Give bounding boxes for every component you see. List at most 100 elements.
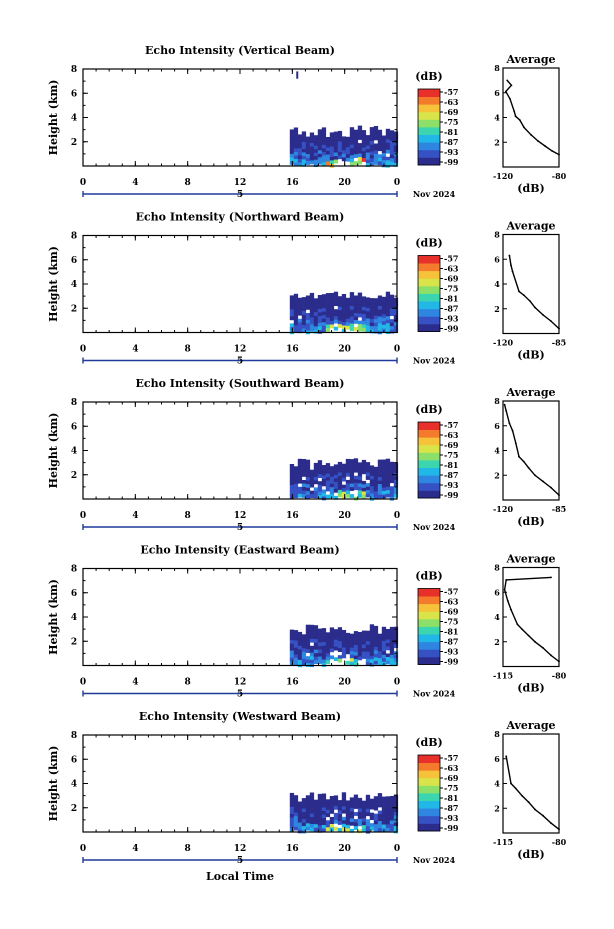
- heatmap-cell: [349, 818, 355, 823]
- heatmap-cell: [369, 655, 375, 660]
- heatmap-cell: [365, 472, 371, 477]
- heatmap-cell: [373, 326, 379, 330]
- heatmap-cell: [353, 458, 359, 463]
- heatmap-cell: [321, 151, 327, 156]
- heatmap-cell: [393, 658, 399, 662]
- heatmap-cell: [289, 464, 295, 468]
- heatmap-cell: [333, 312, 339, 317]
- heatmap-cell: [293, 145, 299, 149]
- heatmap-cell: [289, 150, 295, 155]
- day-label: 5: [237, 190, 243, 200]
- heatmap-cell: [345, 322, 351, 327]
- date-label: Nov 2024: [413, 356, 456, 366]
- heatmap-cell: [341, 136, 347, 141]
- heatmap-cell: [373, 315, 379, 320]
- heatmap-cell: [329, 627, 335, 632]
- heatmap-cell: [293, 138, 299, 142]
- heatmap-cell: [317, 136, 323, 141]
- heatmap-cell: [381, 654, 387, 659]
- heatmap-cell: [373, 301, 379, 306]
- heatmap-cell: [365, 826, 371, 831]
- heatmap-cell: [349, 811, 355, 816]
- heatmap-cell: [289, 657, 295, 662]
- heatmap-cell: [301, 311, 307, 315]
- heatmap-cell: [349, 137, 355, 142]
- heatmap-cell: [385, 632, 391, 637]
- heatmap-cell: [353, 634, 359, 639]
- heatmap-cell: [345, 817, 351, 822]
- heatmap-cell: [349, 821, 355, 826]
- heatmap-cell: [385, 295, 391, 299]
- heatmap-cell: [329, 803, 335, 807]
- heatmap-cell: [325, 463, 331, 467]
- heatmap-cell: [337, 468, 343, 473]
- heatmap-cell: [381, 644, 387, 649]
- heatmap-cells: [289, 458, 399, 501]
- heatmap-cell: [389, 637, 395, 642]
- heatmap-cell: [377, 459, 383, 464]
- average-profile-point: [537, 140, 539, 142]
- heatmap-cell: [321, 162, 327, 167]
- heatmap-cell: [389, 326, 395, 330]
- heatmap-cell: [365, 808, 371, 813]
- average-y-tick-label: 2: [494, 470, 500, 480]
- heatmap-cell: [389, 799, 395, 804]
- colorbar-swatch: [418, 626, 440, 635]
- average-profile-point: [527, 634, 530, 637]
- heatmap-cell: [293, 162, 299, 167]
- heatmap-cell: [381, 463, 387, 467]
- heatmap-cell: [317, 481, 323, 485]
- heatmap-cell: [365, 644, 371, 649]
- colorbar-swatch: [418, 119, 440, 128]
- heatmap-cell: [289, 485, 295, 489]
- heatmap-cell: [309, 299, 315, 304]
- heatmap-cell: [305, 642, 311, 646]
- heatmap-cell: [309, 824, 315, 828]
- heatmap-cell: [389, 640, 395, 645]
- heatmap-cell: [313, 322, 319, 327]
- heatmap-cell: [297, 462, 303, 467]
- heatmap-cell: [365, 798, 371, 803]
- heatmap-cell: [313, 827, 319, 832]
- heatmap-cell: [325, 809, 331, 814]
- heatmap-cell: [305, 823, 311, 828]
- colorbar-tick-label: -69: [444, 607, 459, 617]
- heatmap-cell: [365, 483, 371, 487]
- x-tick-label: 20: [338, 844, 351, 854]
- heatmap-cell: [369, 472, 375, 477]
- heatmap-cell: [313, 152, 319, 157]
- heatmap-cell: [373, 817, 379, 821]
- heatmap-cell: [297, 801, 303, 806]
- heatmap-cell: [389, 630, 395, 635]
- panel-title: Echo Intensity (Southward Beam): [136, 377, 345, 390]
- heatmap-cell: [297, 822, 303, 827]
- heatmap-cell: [385, 469, 391, 473]
- heatmap-cell: [289, 471, 295, 475]
- heatmap-cell: [317, 495, 323, 499]
- heatmap-cell: [393, 661, 399, 666]
- colorbar-tick-label: -93: [444, 147, 459, 157]
- heatmap-cell: [377, 140, 383, 145]
- heatmap-cell: [357, 649, 363, 654]
- heatmap-cell: [329, 303, 335, 308]
- heatmap-cell: [317, 825, 323, 830]
- average-profile-point: [518, 455, 520, 458]
- heatmap-cell: [325, 487, 331, 492]
- heatmap-cell: [353, 468, 359, 473]
- heatmap-cell: [361, 324, 367, 329]
- heatmap-cell: [349, 299, 355, 303]
- heatmap-cell: [389, 820, 395, 825]
- heatmap-cell: [337, 489, 343, 494]
- heatmap-cell: [365, 297, 371, 302]
- average-profile-point: [527, 466, 530, 469]
- heatmap-cell: [321, 141, 327, 146]
- heatmap-cell: [333, 471, 339, 476]
- heatmap-cell: [325, 324, 331, 329]
- heatmap-cell: [293, 795, 299, 799]
- heatmap-cell: [313, 329, 319, 334]
- heatmap-cell: [341, 654, 347, 659]
- heatmap-cell: [381, 139, 387, 143]
- heatmap-cell: [389, 813, 395, 818]
- heatmap-cell: [385, 486, 391, 491]
- colorbar-frame: [417, 88, 441, 166]
